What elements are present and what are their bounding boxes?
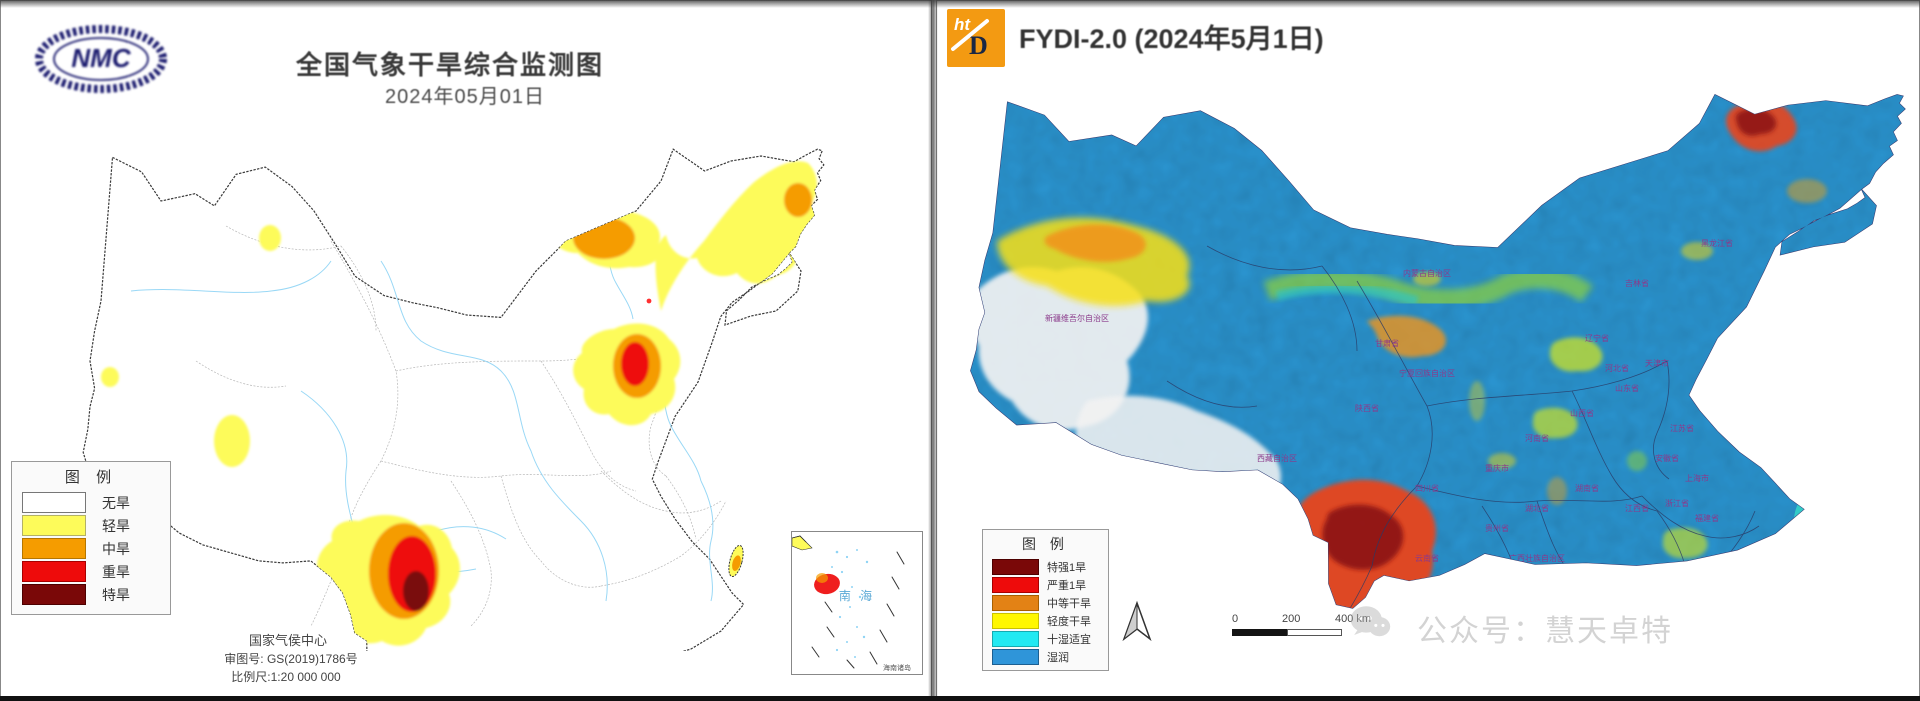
svg-text:宁夏回族自治区: 宁夏回族自治区 xyxy=(1399,368,1455,378)
svg-text:天津市: 天津市 xyxy=(1645,358,1669,368)
svg-text:海南诸岛: 海南诸岛 xyxy=(883,663,911,672)
svg-text:山东省: 山东省 xyxy=(1615,383,1639,393)
svg-text:西藏自治区: 西藏自治区 xyxy=(1257,453,1297,463)
svg-text:海南省: 海南省 xyxy=(1665,573,1689,583)
svg-text:广西壮族自治区: 广西壮族自治区 xyxy=(1509,553,1565,563)
svg-text:福建省: 福建省 xyxy=(1695,513,1719,523)
svg-text:湖北省: 湖北省 xyxy=(1525,503,1549,513)
svg-text:重庆市: 重庆市 xyxy=(1485,463,1509,473)
svg-text:湖南省: 湖南省 xyxy=(1575,483,1599,493)
svg-text:吉林省: 吉林省 xyxy=(1625,278,1649,288)
svg-text:山西省: 山西省 xyxy=(1570,408,1594,418)
svg-text:河南省: 河南省 xyxy=(1525,433,1549,443)
svg-text:内蒙古自治区: 内蒙古自治区 xyxy=(1403,268,1451,278)
svg-text:甘肃省: 甘肃省 xyxy=(1375,338,1399,348)
svg-text:江苏省: 江苏省 xyxy=(1670,423,1694,433)
svg-text:江西省: 江西省 xyxy=(1625,503,1649,513)
svg-text:四川省: 四川省 xyxy=(1415,483,1439,493)
svg-text:南 海: 南 海 xyxy=(839,588,875,603)
svg-text:河北省: 河北省 xyxy=(1605,363,1629,373)
svg-text:西藏自治区: 西藏自治区 xyxy=(1217,538,1257,548)
svg-text:香港特别行政区: 香港特别行政区 xyxy=(1609,593,1665,603)
svg-text:云南省: 云南省 xyxy=(1415,553,1439,563)
svg-text:浙江省: 浙江省 xyxy=(1665,498,1689,508)
svg-text:贵州省: 贵州省 xyxy=(1485,523,1509,533)
svg-text:上海市: 上海市 xyxy=(1685,473,1709,483)
svg-text:安徽省: 安徽省 xyxy=(1655,453,1679,463)
svg-text:台湾省: 台湾省 xyxy=(1805,493,1829,503)
svg-text:新疆维吾尔自治区: 新疆维吾尔自治区 xyxy=(1045,313,1109,323)
svg-text:陕西省: 陕西省 xyxy=(1355,403,1379,413)
svg-text:黑龙江省: 黑龙江省 xyxy=(1701,238,1733,248)
svg-text:辽宁省: 辽宁省 xyxy=(1585,333,1609,343)
